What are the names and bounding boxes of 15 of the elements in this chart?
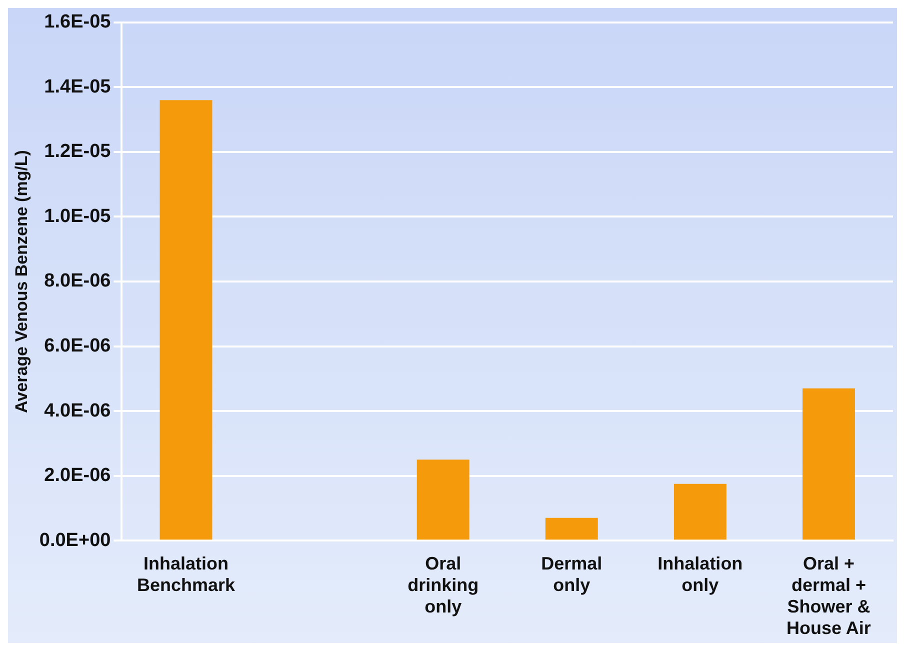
x-tick-label: Oral + dermal + Shower & House Air xyxy=(786,553,871,638)
y-tick-label: 1.0E-05 xyxy=(44,206,112,227)
x-tick-label: Inhalation Benchmark xyxy=(136,553,236,595)
x-tick-label: Inhalation only xyxy=(658,553,743,595)
x-tick-label: Dermal only xyxy=(541,553,602,595)
y-tick-label: 4.0E-06 xyxy=(44,400,111,422)
y-tick-label: 1.4E-05 xyxy=(44,76,112,98)
y-axis-title: Average Venous Benzene (mg/L) xyxy=(12,150,31,413)
y-tick-label: 0.0E+00 xyxy=(39,530,111,551)
y-tick-label: 1.6E-05 xyxy=(44,12,112,33)
y-tick-label: 8.0E-06 xyxy=(44,270,111,292)
y-tick-label: 1.2E-05 xyxy=(44,141,112,162)
x-tick-label: Oral drinking only xyxy=(408,553,479,617)
y-tick-label: 6.0E-06 xyxy=(44,336,111,357)
y-tick-label: 2.0E-06 xyxy=(44,465,111,486)
